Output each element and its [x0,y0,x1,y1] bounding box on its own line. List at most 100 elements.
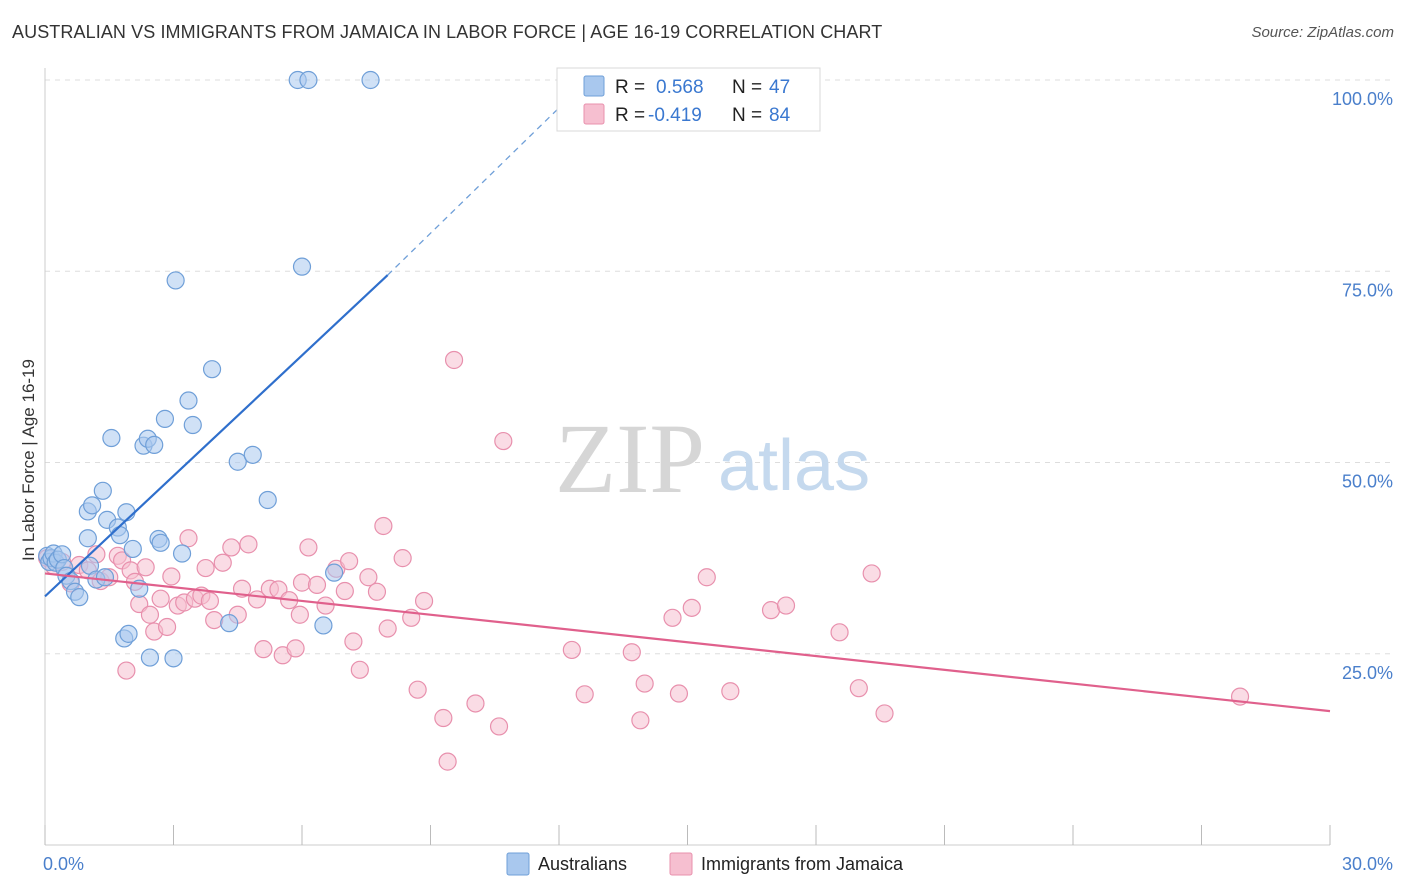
australians-point-47 [292,257,312,276]
y-axis-label: In Labor Force | Age 16-19 [19,359,38,561]
jamaica-point-54 [378,619,397,638]
bottom-legend-label-jamaica: Immigrants from Jamaica [701,854,904,874]
y-tick-label-2: 75.0% [1342,280,1393,300]
jamaica-point-23 [179,529,198,548]
australians-point-30 [140,648,160,667]
watermark-zip: ZIP [555,403,705,514]
bottom-legend-swatch-australians [506,852,530,876]
australians-point-15 [83,496,102,515]
legend-n-value-australians: 47 [769,77,790,98]
australians-point-49 [325,563,344,582]
jamaica-point-60 [438,752,457,771]
jamaica-point-35 [254,640,273,659]
legend-r-label-jamaica: R = [615,105,645,126]
jamaica-point-65 [562,640,581,660]
y-tick-label-3: 100.0% [1332,89,1393,109]
jamaica-point-68 [631,711,650,730]
legend-r-value-jamaica: -0.419 [648,105,702,126]
jamaica-point-80 [875,704,894,723]
jamaica-point-33 [239,535,258,554]
jamaica-point-27 [200,591,220,611]
jamaica-point-19 [157,617,177,637]
y-tick-label-0: 25.0% [1342,663,1393,683]
legend-r-value-australians: 0.568 [656,77,704,98]
trend-line-australians [44,274,389,598]
correlation-legend: R = 0.568 N = 47 R = -0.419 N = 84 [556,67,821,132]
jamaica-point-63 [489,717,509,736]
jamaica-point-11 [117,661,136,680]
jamaica-point-44 [307,575,327,595]
australians-point-40 [202,360,222,379]
jamaica-point-55 [393,549,412,568]
legend-n-label-australians: N = [732,77,762,98]
jamaica-point-50 [350,660,369,679]
x-tick-label-1: 30.0% [1342,854,1393,874]
australians-point-26 [123,539,142,559]
jamaica-point-41 [290,605,309,624]
jamaica-point-64 [494,431,513,451]
jamaica-point-58 [414,591,434,611]
axes-layer [44,68,1331,846]
australians-point-46 [299,70,318,90]
jamaica-point-26 [196,558,215,578]
watermark-atlas: atlas [718,426,870,506]
jamaica-point-70 [663,608,682,627]
jamaica-point-72 [682,598,701,617]
australians-point-20 [102,428,121,448]
jamaica-point-66 [575,685,594,704]
jamaica-point-62 [466,694,485,713]
australians-point-50 [361,70,380,90]
australians-point-42 [228,452,247,471]
jamaica-point-57 [408,680,427,699]
australians-point-18 [95,568,115,587]
jamaica-point-45 [316,596,335,615]
jamaica-point-18 [151,589,170,608]
trend-layer [44,94,1331,713]
australians-point-22 [110,526,130,545]
bottom-legend-swatch-jamaica [669,852,693,876]
jamaica-point-28 [205,610,224,630]
jamaica-point-67 [622,643,641,662]
australians-point-43 [243,445,262,464]
x-tick-label-0: 0.0% [43,854,84,874]
trend-line-australians-extension [387,94,573,276]
jamaica-point-52 [367,582,387,601]
jamaica-point-32 [232,579,252,598]
jamaica-point-47 [335,581,354,601]
australians-point-34 [155,409,175,428]
jamaica-point-61 [444,350,464,370]
tick-labels: 25.0% 50.0% 75.0% 100.0% 0.0% 30.0% [43,89,1393,874]
australians-point-39 [183,415,202,435]
australians-point-35 [164,649,183,668]
jamaica-point-48 [340,552,359,571]
australians-point-33 [151,533,170,552]
jamaica-point-78 [849,679,868,698]
jamaica-point-71 [669,684,689,703]
bottom-legend-label-australians: Australians [538,854,627,874]
jamaica-point-74 [721,682,740,701]
australians-point-48 [314,616,333,635]
legend-n-value-jamaica: 84 [769,105,791,126]
jamaica-point-40 [286,639,305,658]
watermark: ZIP atlas [555,403,870,514]
jamaica-point-49 [344,632,363,651]
jamaica-point-29 [213,553,232,572]
australians-point-25 [119,624,138,643]
y-tick-label-1: 50.0% [1342,472,1393,492]
jamaica-point-79 [862,564,881,583]
grid-layer [45,79,1392,655]
jamaica-point-73 [697,568,716,587]
source-label: Source: ZipAtlas.com [1251,24,1394,41]
series-jamaica-points [38,350,1250,771]
jamaica-point-20 [162,567,181,586]
australians-point-17 [93,481,112,500]
series-australians-points [38,70,380,668]
australians-point-13 [78,529,97,548]
jamaica-point-15 [136,558,155,577]
australians-point-24 [117,503,136,522]
jamaica-point-42 [292,573,312,592]
jamaica-point-69 [635,674,654,693]
series-legend: Australians Immigrants from Jamaica [506,852,904,876]
jamaica-point-30 [222,538,241,557]
